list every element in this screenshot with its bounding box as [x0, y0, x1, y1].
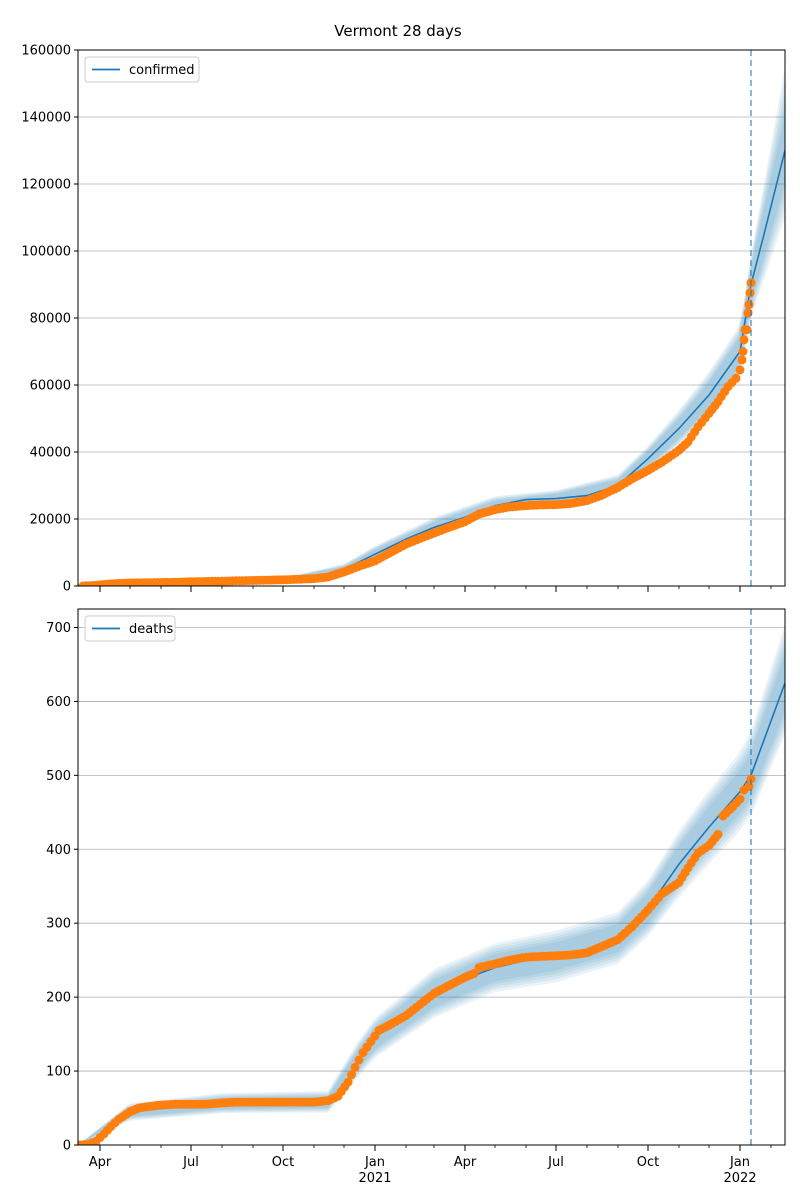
y-tick-label: 400 [46, 843, 71, 858]
y-tick-label: 300 [46, 917, 71, 932]
observed-point [350, 1062, 360, 1072]
legend-box [84, 56, 200, 83]
uncertainty-band-1 [78, 66, 785, 586]
observed-point [354, 1055, 364, 1065]
observed-point [735, 365, 745, 375]
observed-point [731, 373, 741, 383]
uncertainty-band-3 [78, 90, 785, 586]
x-tick-year-label: 2022 [723, 1171, 756, 1186]
observed-point [735, 794, 745, 804]
x-tick-year-label: 2021 [358, 1171, 391, 1186]
y-tick-label: 80000 [30, 312, 71, 327]
x-tick-label: Oct [637, 1155, 659, 1170]
observed-point [739, 335, 749, 345]
x-tick-label: Jul [547, 1155, 564, 1170]
x-tick-label: Jan [729, 1155, 750, 1170]
legend: confirmed [84, 56, 200, 83]
confirmed-panel: 0 20000 40000 60000 80000 100000 120000 140000 1… [21, 44, 786, 595]
y-tick-label: 200 [46, 991, 71, 1006]
x-tick-label: Apr [89, 1155, 112, 1170]
observed-point [343, 1077, 353, 1087]
y-tick-label: 100000 [21, 245, 71, 260]
y-tick-label: 0 [63, 1139, 71, 1154]
legend-label: deaths [129, 622, 174, 637]
observed-point [738, 347, 748, 356]
y-tick-label: 700 [46, 621, 71, 636]
x-tick-label: Jul [182, 1155, 199, 1170]
uncertainty-band-4 [78, 646, 785, 1145]
observed-point [737, 355, 747, 365]
axes-frame [77, 608, 786, 1146]
x-tick-label: Apr [454, 1155, 477, 1170]
y-tick-label: 140000 [21, 111, 71, 126]
y-tick-label: 40000 [30, 446, 71, 461]
y-tick-label: 600 [46, 695, 71, 710]
legend: deaths [84, 615, 176, 642]
uncertainty-band-4 [78, 102, 785, 586]
uncertainty-band-5 [78, 653, 785, 1145]
y-tick-label: 60000 [30, 379, 71, 394]
y-tick-label: 0 [63, 580, 71, 595]
uncertainty-band-5 [78, 115, 785, 586]
observed-point [347, 1070, 356, 1080]
observed-point [713, 830, 723, 839]
x-tick-label: Jan [364, 1155, 385, 1170]
observed-point [469, 969, 479, 978]
observed-point [745, 288, 755, 298]
observed-point [742, 325, 752, 335]
uncertainty-band-3 [78, 638, 785, 1145]
plot-area [78, 623, 785, 1145]
y-tick-label: 120000 [21, 178, 71, 193]
deaths-line [78, 682, 785, 1145]
x-tick-label: Oct [272, 1155, 294, 1170]
plot-area [78, 66, 785, 586]
y-tick-label: 160000 [21, 44, 71, 59]
legend-box [84, 615, 176, 642]
y-tick-label: 500 [46, 769, 71, 784]
legend-label: confirmed [129, 63, 195, 78]
y-tick-label: 20000 [30, 513, 71, 528]
y-tick-label: 100 [46, 1065, 71, 1080]
uncertainty-band-2 [78, 78, 785, 586]
figure-title: Vermont 28 days [334, 22, 462, 40]
uncertainty-band-2 [78, 631, 785, 1145]
observed-point [744, 300, 754, 310]
